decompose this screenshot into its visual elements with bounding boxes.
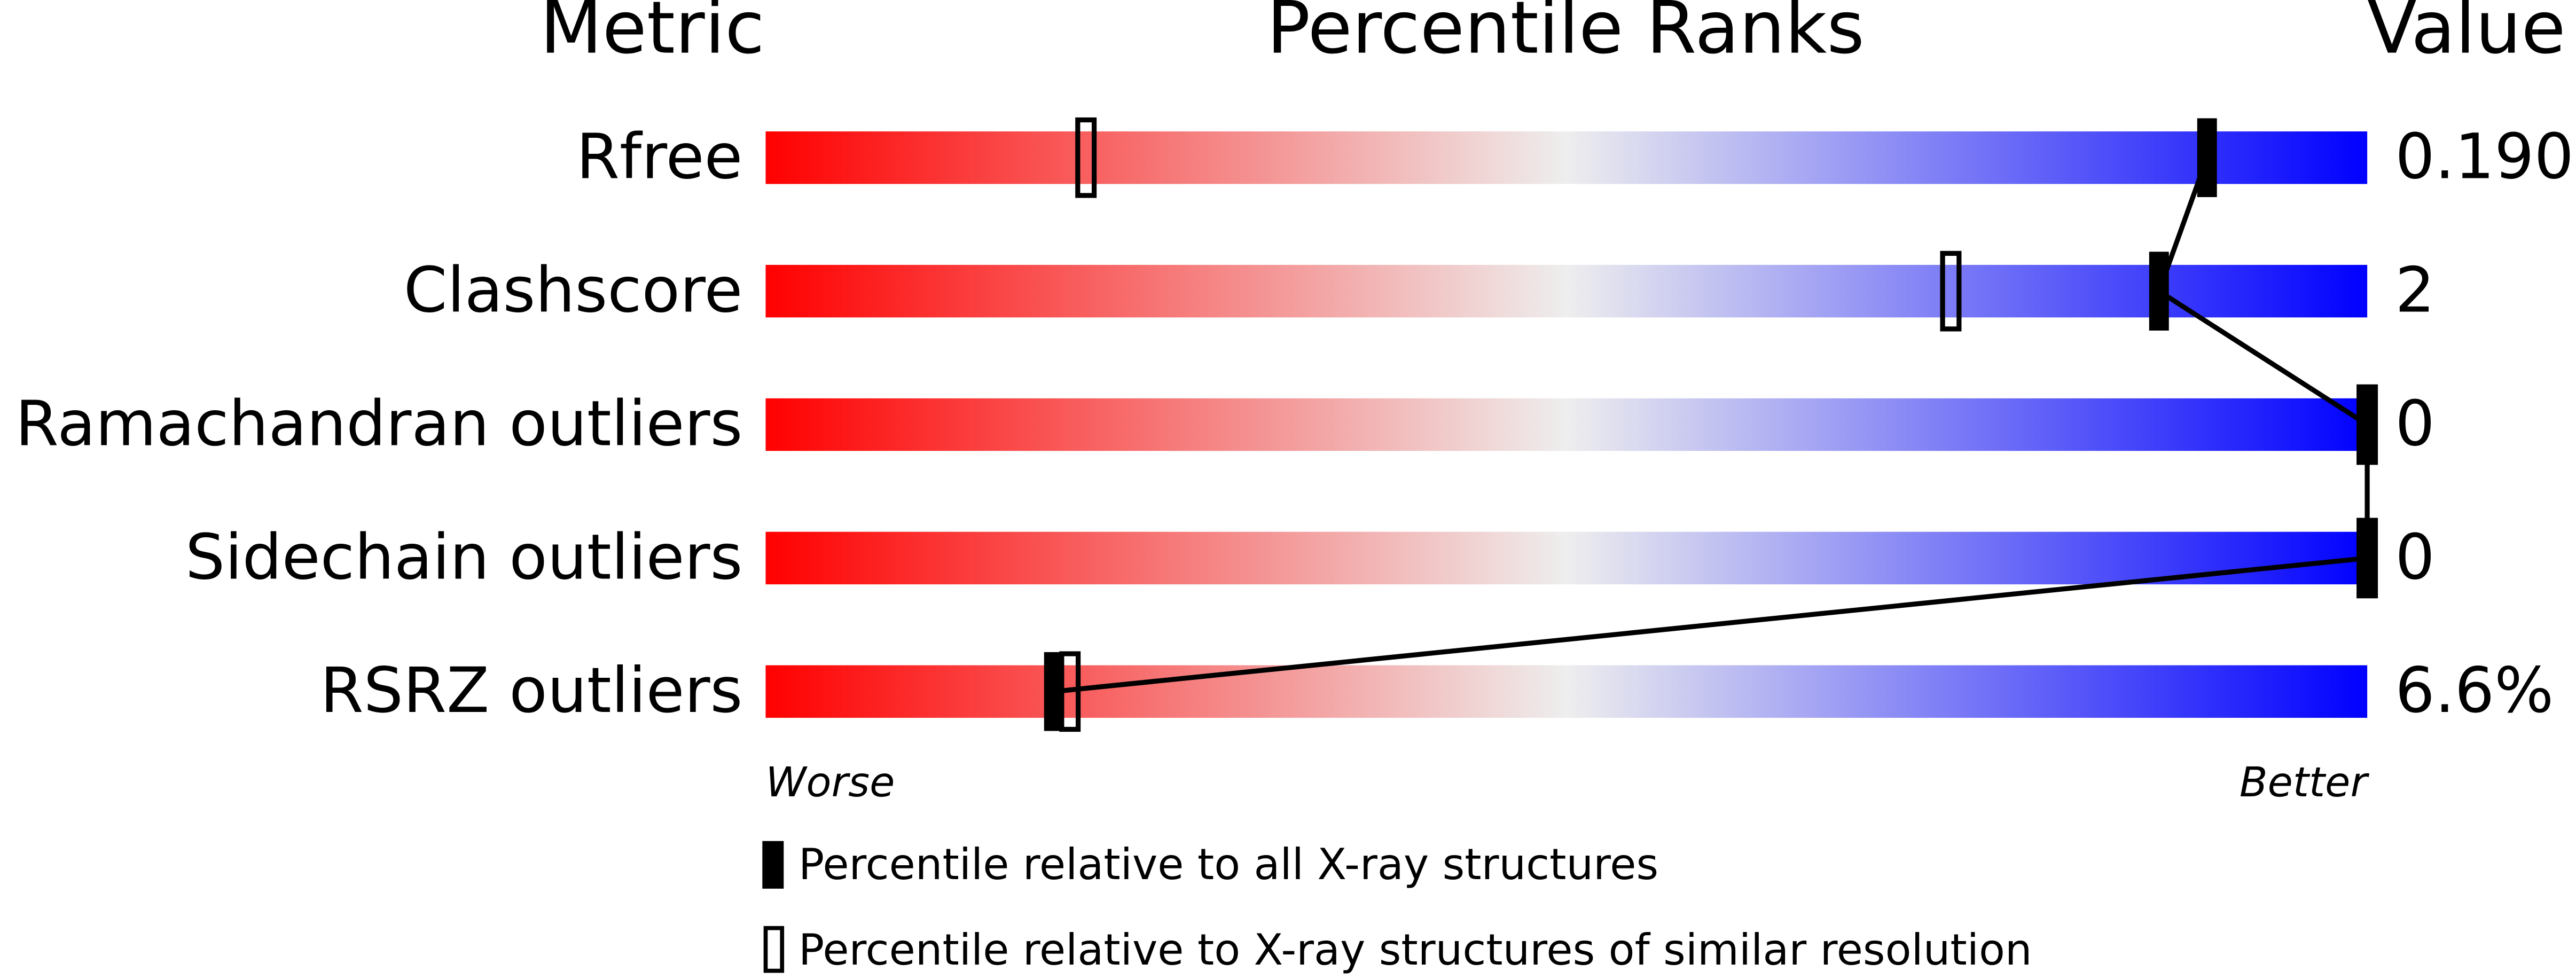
legend-text: Percentile relative to all X-ray structu… bbox=[798, 840, 1658, 889]
metric-label: Rfree bbox=[576, 121, 743, 193]
column-header: Percentile Ranks bbox=[1267, 0, 1865, 70]
percentile-bar bbox=[765, 665, 2368, 718]
percentile-bar bbox=[765, 398, 2368, 451]
column-header: Metric bbox=[540, 0, 765, 70]
legend-text: Percentile relative to X-ray structures … bbox=[798, 925, 2032, 975]
metric-label: RSRZ outliers bbox=[320, 654, 743, 727]
similar-resolution-marker bbox=[1075, 117, 1097, 198]
percentile-marker bbox=[2149, 252, 2169, 331]
percentile-bar bbox=[765, 264, 2368, 318]
percentile-marker bbox=[1044, 652, 1064, 731]
better-label: Better bbox=[2240, 759, 2370, 806]
worse-label: Worse bbox=[765, 759, 895, 806]
legend-swatch bbox=[763, 926, 785, 973]
metric-value: 0 bbox=[2395, 387, 2434, 460]
metric-label: Clashscore bbox=[404, 254, 743, 327]
similar-resolution-marker bbox=[1940, 250, 1962, 332]
column-header: Value bbox=[2367, 0, 2566, 70]
percentile-marker bbox=[2357, 385, 2377, 464]
metric-value: 2 bbox=[2395, 254, 2434, 327]
percentile-bar bbox=[765, 131, 2368, 184]
percentile-bar bbox=[765, 531, 2368, 585]
percentile-marker bbox=[2357, 519, 2377, 598]
metric-label: Ramachandran outliers bbox=[15, 387, 743, 460]
legend-swatch bbox=[762, 841, 784, 889]
metric-value: 6.6% bbox=[2395, 654, 2554, 727]
metric-value: 0 bbox=[2395, 521, 2434, 593]
metric-value: 0.190 bbox=[2395, 121, 2574, 193]
metric-label: Sidechain outliers bbox=[185, 521, 742, 593]
percentile-marker bbox=[2197, 118, 2217, 198]
